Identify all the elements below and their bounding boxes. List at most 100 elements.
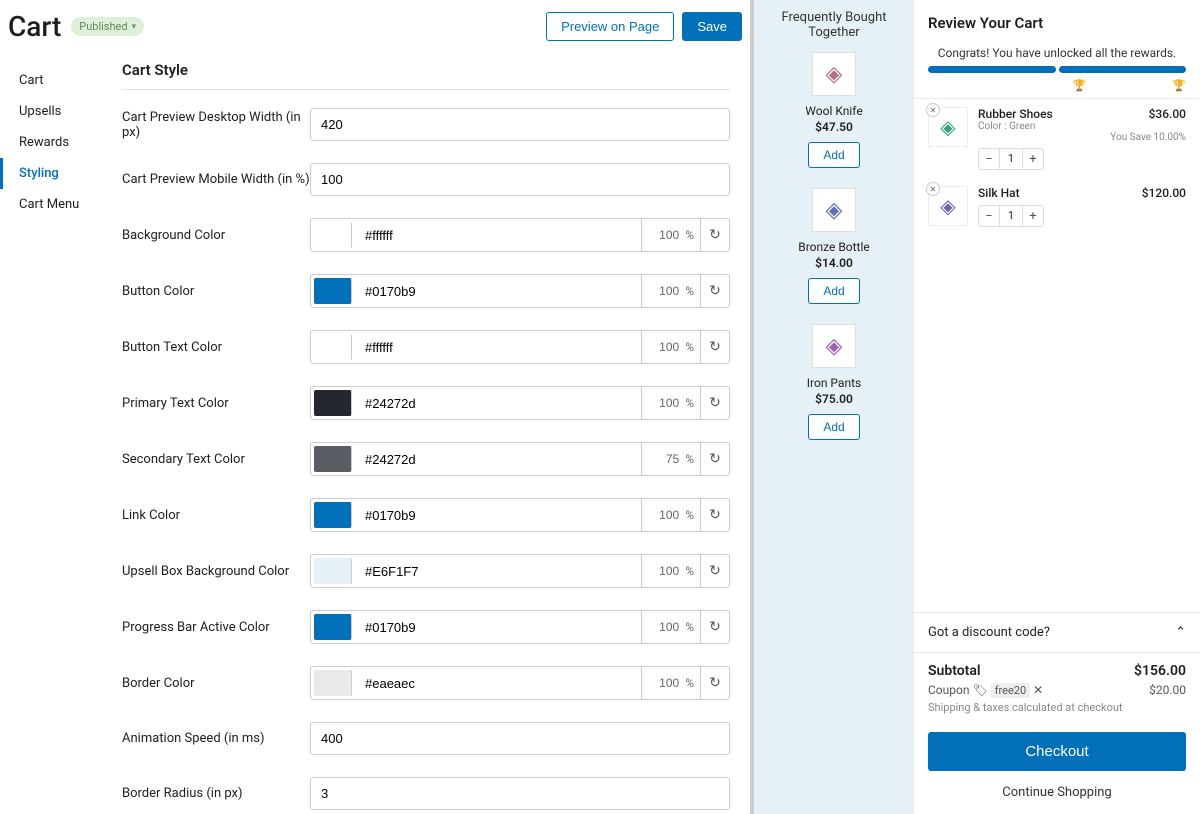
sidebar-item-cart[interactable]: Cart xyxy=(0,65,110,96)
color-opacity-input[interactable] xyxy=(641,611,683,643)
reset-icon[interactable]: ↻ xyxy=(701,219,729,251)
color-hex-input[interactable] xyxy=(355,499,641,531)
upsell-item: ◈ Iron Pants $75.00 Add xyxy=(760,324,908,440)
checkout-button[interactable]: Checkout xyxy=(928,732,1186,771)
color-opacity-input[interactable] xyxy=(641,387,683,419)
page-title: Cart xyxy=(8,10,61,43)
color-hex-input[interactable] xyxy=(355,387,641,419)
qty-value: 1 xyxy=(999,206,1023,226)
color-swatch[interactable] xyxy=(314,278,352,304)
color-opacity-input[interactable] xyxy=(641,443,683,475)
color-hex-input[interactable] xyxy=(355,219,641,251)
rewards-message: Congrats! You have unlocked all the rewa… xyxy=(914,46,1200,60)
color-opacity-input[interactable] xyxy=(641,499,683,531)
item-price: $36.00 xyxy=(1149,107,1186,121)
product-name: Wool Knife xyxy=(760,104,908,118)
sidebar-item-rewards[interactable]: Rewards xyxy=(0,127,110,158)
add-button[interactable]: Add xyxy=(808,414,859,440)
animation-speed-input[interactable] xyxy=(310,722,730,755)
form-label: Secondary Text Color xyxy=(122,452,310,467)
discount-toggle[interactable]: Got a discount code? ⌃ xyxy=(914,613,1200,653)
quantity-stepper: − 1 + xyxy=(978,205,1044,227)
reset-icon[interactable]: ↻ xyxy=(701,499,729,531)
item-savings: You Save 10.00% xyxy=(978,132,1186,143)
sidebar-item-styling[interactable]: Styling xyxy=(0,158,110,189)
color-swatch[interactable] xyxy=(314,390,352,416)
qty-minus[interactable]: − xyxy=(979,149,999,169)
form-label: Border Color xyxy=(122,676,310,691)
qty-minus[interactable]: − xyxy=(979,206,999,226)
section-title: Cart Style xyxy=(122,61,730,90)
reset-icon[interactable]: ↻ xyxy=(701,611,729,643)
reset-icon[interactable]: ↻ xyxy=(701,443,729,475)
cart-item: ✕ ◈ Silk Hat $120.00 − 1 + xyxy=(928,186,1186,227)
remove-coupon-icon[interactable]: ✕ xyxy=(1033,683,1043,697)
color-hex-input[interactable] xyxy=(355,667,641,699)
reset-icon[interactable]: ↻ xyxy=(701,331,729,363)
reset-icon[interactable]: ↻ xyxy=(701,387,729,419)
item-name: Rubber Shoes xyxy=(978,107,1053,121)
form-label: Upsell Box Background Color xyxy=(122,564,310,579)
sidebar-item-cart-menu[interactable]: Cart Menu xyxy=(0,189,110,220)
color-swatch[interactable] xyxy=(314,222,352,248)
trophy-icon: 🏆 xyxy=(1172,79,1186,92)
product-price: $75.00 xyxy=(760,392,908,406)
color-swatch[interactable] xyxy=(314,446,352,472)
main-settings-panel: Cart Published ▾ Preview on Page Save Ca… xyxy=(0,0,754,814)
form-label: Primary Text Color xyxy=(122,396,310,411)
qty-value: 1 xyxy=(999,149,1023,169)
remove-item-icon[interactable]: ✕ xyxy=(926,103,940,117)
product-name: Iron Pants xyxy=(760,376,908,390)
reset-icon[interactable]: ↻ xyxy=(701,667,729,699)
product-price: $14.00 xyxy=(760,256,908,270)
cart-item: ✕ ◈ Rubber Shoes $36.00 Color : Green Yo… xyxy=(928,107,1186,170)
color-opacity-input[interactable] xyxy=(641,667,683,699)
product-image: ◈ xyxy=(812,52,856,96)
color-swatch[interactable] xyxy=(314,614,352,640)
item-price: $120.00 xyxy=(1142,186,1186,200)
form-label: Link Color xyxy=(122,508,310,523)
mobile-width-input[interactable] xyxy=(310,163,730,196)
form-label: Cart Preview Desktop Width (in px) xyxy=(122,110,310,140)
add-button[interactable]: Add xyxy=(808,278,859,304)
qty-plus[interactable]: + xyxy=(1023,149,1043,169)
color-hex-input[interactable] xyxy=(355,331,641,363)
form-label: Progress Bar Active Color xyxy=(122,620,310,635)
color-hex-input[interactable] xyxy=(355,275,641,307)
preview-button[interactable]: Preview on Page xyxy=(546,12,674,41)
reset-icon[interactable]: ↻ xyxy=(701,275,729,307)
product-image: ◈ xyxy=(812,188,856,232)
color-opacity-input[interactable] xyxy=(641,331,683,363)
status-badge[interactable]: Published ▾ xyxy=(71,17,144,36)
add-button[interactable]: Add xyxy=(808,142,859,168)
form-area: Cart Style Cart Preview Desktop Width (i… xyxy=(110,53,750,814)
color-hex-input[interactable] xyxy=(355,555,641,587)
upsell-item: ◈ Wool Knife $47.50 Add xyxy=(760,52,908,168)
color-swatch[interactable] xyxy=(314,334,352,360)
color-swatch[interactable] xyxy=(314,558,352,584)
color-swatch[interactable] xyxy=(314,670,352,696)
color-opacity-input[interactable] xyxy=(641,555,683,587)
color-swatch[interactable] xyxy=(314,502,352,528)
continue-shopping-link[interactable]: Continue Shopping xyxy=(914,779,1200,814)
form-label: Animation Speed (in ms) xyxy=(122,731,310,746)
qty-plus[interactable]: + xyxy=(1023,206,1043,226)
chevron-down-icon: ▾ xyxy=(132,22,137,32)
color-hex-input[interactable] xyxy=(355,611,641,643)
border-radius-input[interactable] xyxy=(310,777,730,810)
cart-title: Review Your Cart xyxy=(928,14,1186,32)
product-name: Bronze Bottle xyxy=(760,240,908,254)
color-hex-input[interactable] xyxy=(355,443,641,475)
form-label: Button Text Color xyxy=(122,340,310,355)
settings-sidebar: CartUpsellsRewardsStylingCart Menu xyxy=(0,53,110,814)
reset-icon[interactable]: ↻ xyxy=(701,555,729,587)
color-opacity-input[interactable] xyxy=(641,219,683,251)
save-button[interactable]: Save xyxy=(682,12,742,41)
cart-preview-panel: Review Your Cart Congrats! You have unlo… xyxy=(914,0,1200,814)
remove-item-icon[interactable]: ✕ xyxy=(926,182,940,196)
chevron-up-icon: ⌃ xyxy=(1175,625,1186,640)
desktop-width-input[interactable] xyxy=(310,108,730,141)
color-opacity-input[interactable] xyxy=(641,275,683,307)
sidebar-item-upsells[interactable]: Upsells xyxy=(0,96,110,127)
product-price: $47.50 xyxy=(760,120,908,134)
